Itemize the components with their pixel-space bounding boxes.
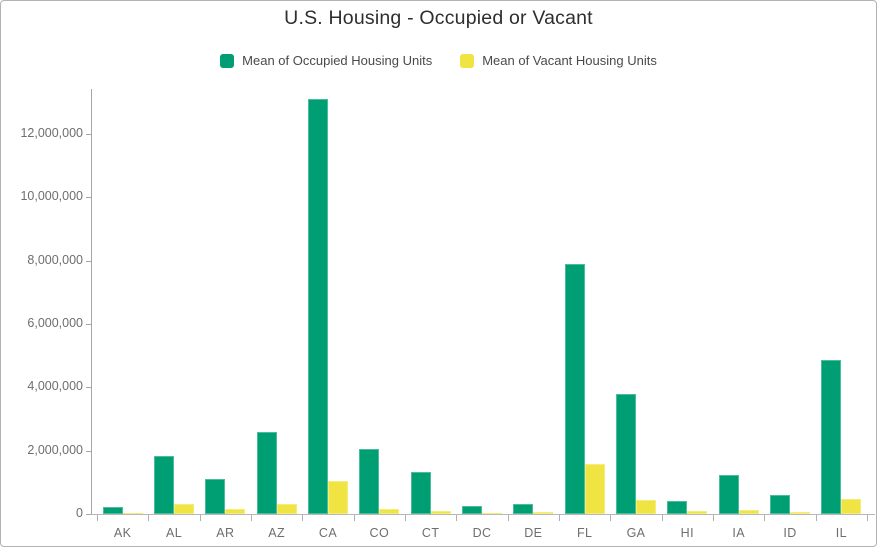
bar-vacant-DE[interactable]	[533, 512, 553, 514]
bar-vacant-IL[interactable]	[841, 499, 861, 514]
x-axis-tick	[97, 515, 98, 521]
y-axis-label: 0	[76, 506, 83, 520]
y-axis-label: 10,000,000	[20, 189, 83, 204]
x-axis-tick	[251, 515, 252, 521]
bar-occupied-AK[interactable]	[103, 507, 123, 514]
y-axis-label: 6,000,000	[27, 316, 83, 330]
bar-occupied-CO[interactable]	[359, 449, 379, 514]
legend-label-occupied: Mean of Occupied Housing Units	[242, 53, 433, 68]
y-axis-tick	[86, 260, 91, 262]
bar-vacant-ID[interactable]	[790, 512, 810, 514]
bar-vacant-AL[interactable]	[174, 504, 194, 514]
x-axis-tick	[764, 515, 766, 521]
x-axis-label: DC	[472, 526, 492, 540]
y-axis-tick	[86, 387, 91, 389]
x-axis-label: AK	[113, 526, 132, 540]
bar-occupied-ID[interactable]	[770, 495, 790, 514]
bar-occupied-HI[interactable]	[667, 501, 687, 514]
y-axis-label: 4,000,000	[27, 379, 83, 394]
bar-occupied-AL[interactable]	[154, 456, 174, 514]
x-axis-label: DE	[524, 526, 543, 540]
bar-vacant-CA[interactable]	[328, 481, 348, 514]
x-axis-label: FL	[576, 526, 593, 540]
bar-occupied-AZ[interactable]	[257, 432, 277, 514]
legend: Mean of Occupied Housing Units Mean of V…	[1, 53, 876, 68]
y-axis-tick	[86, 514, 91, 515]
x-axis-tick	[302, 515, 304, 521]
bar-occupied-CT[interactable]	[411, 472, 431, 514]
x-axis-label: GA	[626, 526, 646, 540]
y-axis-label: 8,000,000	[27, 252, 83, 267]
bar-vacant-FL[interactable]	[585, 464, 605, 514]
y-axis-tick	[86, 197, 91, 199]
x-axis-label: HI	[680, 526, 694, 540]
x-axis-tick	[610, 515, 612, 521]
bar-vacant-CO[interactable]	[379, 509, 399, 514]
x-axis-label: AR	[216, 526, 235, 540]
y-axis-label: 12,000,000	[20, 126, 83, 141]
bar-vacant-AZ[interactable]	[277, 504, 297, 514]
x-axis-label: ID	[783, 526, 797, 540]
x-axis-label: CT	[421, 526, 440, 540]
x-axis-label: AZ	[268, 526, 286, 540]
bar-occupied-FL[interactable]	[565, 264, 585, 514]
x-axis-tick	[559, 515, 560, 521]
occupied-swatch-icon	[220, 53, 235, 68]
y-axis-tick	[86, 134, 91, 136]
legend-label-vacant: Mean of Vacant Housing Units	[482, 53, 657, 68]
bar-vacant-DC[interactable]	[482, 513, 502, 514]
x-axis-tick	[456, 515, 458, 521]
x-axis-tick	[661, 515, 663, 521]
bar-occupied-AR[interactable]	[205, 479, 225, 514]
x-axis-line	[91, 514, 875, 515]
x-axis-tick	[507, 515, 509, 521]
bar-occupied-DC[interactable]	[462, 506, 482, 514]
bar-vacant-HI[interactable]	[687, 511, 707, 514]
bar-vacant-IA[interactable]	[739, 510, 759, 514]
x-axis-label: IA	[732, 526, 745, 540]
legend-item-vacant[interactable]: Mean of Vacant Housing Units	[460, 53, 657, 68]
x-axis-tick	[405, 515, 406, 521]
bar-occupied-DE[interactable]	[513, 504, 533, 514]
bar-occupied-CA[interactable]	[308, 99, 328, 514]
y-axis-tick	[86, 324, 91, 325]
x-axis-tick	[148, 515, 150, 521]
bar-vacant-CT[interactable]	[431, 511, 451, 514]
bar-vacant-AK[interactable]	[123, 513, 143, 514]
bar-occupied-IA[interactable]	[719, 475, 739, 514]
legend-item-occupied[interactable]: Mean of Occupied Housing Units	[220, 53, 432, 68]
bar-vacant-AR[interactable]	[225, 509, 245, 514]
x-axis-label: CO	[369, 526, 390, 540]
y-axis-label: 2,000,000	[27, 442, 83, 457]
bar-occupied-GA[interactable]	[616, 394, 636, 514]
bar-occupied-IL[interactable]	[821, 360, 841, 514]
y-axis-tick	[86, 450, 91, 452]
x-axis-label: IL	[835, 526, 847, 540]
x-axis-label: AL	[165, 526, 183, 540]
y-axis-line	[91, 89, 92, 514]
x-axis-label: CA	[318, 526, 338, 540]
chart-title: U.S. Housing - Occupied or Vacant	[284, 7, 593, 29]
x-axis-tick	[815, 515, 817, 521]
x-axis-tick	[867, 515, 868, 521]
x-axis-tick	[353, 515, 355, 521]
x-axis-tick	[713, 515, 714, 521]
x-axis-tick	[199, 515, 201, 521]
bar-vacant-GA[interactable]	[636, 500, 656, 514]
vacant-swatch-icon	[460, 53, 475, 68]
